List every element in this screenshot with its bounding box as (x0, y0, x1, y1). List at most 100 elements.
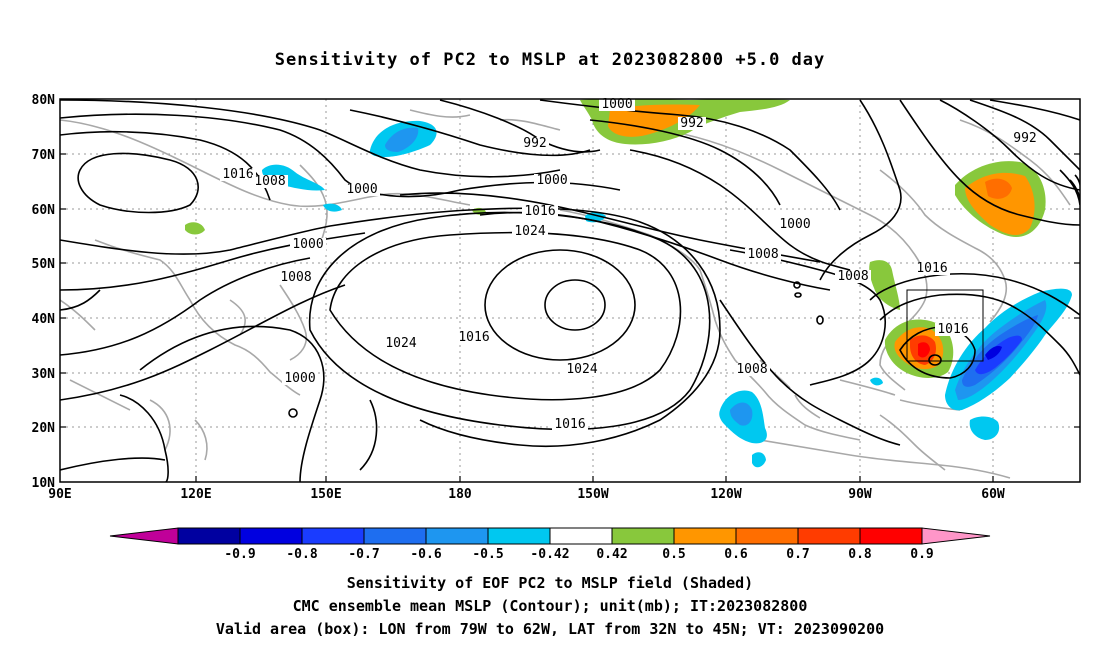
contour-label: 1008 (747, 247, 778, 262)
contour-label-bg (564, 363, 600, 376)
contour-label: 992 (1013, 131, 1036, 146)
colorbar-swatch (177, 527, 241, 545)
colorbar-label: 0.5 (662, 547, 685, 562)
contour-label-bg (344, 183, 380, 196)
contour-label: 1016 (554, 417, 585, 432)
lat-label: 50N (32, 257, 56, 272)
lon-label: 120W (710, 487, 741, 502)
contour-label-bg (552, 418, 588, 431)
contour-label-bg (599, 98, 635, 111)
lat-label: 40N (32, 312, 56, 327)
tick-marks (60, 153, 1080, 482)
contour-label: 1000 (292, 237, 323, 252)
contour-label: 1024 (566, 362, 597, 377)
caption-line-2: CMC ensemble mean MSLP (Contour); unit(m… (292, 597, 808, 615)
colorbar-swatch (549, 527, 613, 545)
colorbar-label: 0.7 (786, 547, 809, 562)
colorbar-label: 0.42 (596, 547, 627, 562)
contour-label: 1000 (536, 173, 567, 188)
valid-area-box (906, 289, 984, 362)
contour-label: 1008 (254, 174, 285, 189)
contour-label: 1016 (458, 330, 489, 345)
colorbar-swatch (735, 527, 799, 545)
colorbar-label: -0.8 (286, 547, 317, 562)
lon-label: 120E (180, 487, 211, 502)
contour-label: 1016 (524, 204, 555, 219)
lon-label: 90E (48, 487, 71, 502)
lon-label: 90W (848, 487, 872, 502)
latitude-labels: 80N 70N 60N 50N 40N 30N 20N 10N (32, 93, 56, 491)
contour-label-bg (383, 337, 419, 350)
contour-label: 1008 (837, 269, 868, 284)
contour-label: 1000 (601, 97, 632, 112)
contour-label-bg (252, 175, 288, 188)
caption-line-1: Sensitivity of EOF PC2 to MSLP field (Sh… (346, 574, 754, 592)
contour-label-bg (914, 262, 950, 275)
colorbar-label: -0.7 (348, 547, 379, 562)
longitude-labels: 90E 120E 150E 180 150W 120W 90W 60W (48, 487, 1005, 502)
colorbar-label: -0.42 (530, 547, 569, 562)
contour-label: 1016 (937, 322, 968, 337)
contour-label: 1008 (280, 270, 311, 285)
contour-label-bg (456, 331, 492, 344)
contour-label-bg (512, 225, 548, 238)
colorbar-label: -0.5 (472, 547, 503, 562)
lat-label: 20N (32, 421, 56, 436)
colorbar-swatch (797, 527, 861, 545)
contour-label-bg (220, 168, 256, 181)
lat-label: 80N (32, 93, 56, 108)
contour-label-bg (734, 363, 770, 376)
contour-label: 1000 (346, 182, 377, 197)
contour-label: 1000 (779, 217, 810, 232)
contour-label: 1000 (284, 371, 315, 386)
mslp-contours (60, 99, 1080, 482)
colorbar-label: -0.9 (224, 547, 255, 562)
contour-label: 1016 (916, 261, 947, 276)
colorbar-label: 0.6 (724, 547, 748, 562)
contour-label: 992 (523, 136, 546, 151)
lon-label: 150E (310, 487, 341, 502)
colorbar-label: 0.8 (848, 547, 872, 562)
contour-label-bg (522, 205, 558, 218)
colorbar-low-arrow (109, 527, 179, 545)
colorbar-swatch (487, 527, 551, 545)
contour-label: 992 (680, 116, 703, 131)
colorbar: -0.9 -0.8 -0.7 -0.6 -0.5 -0.42 0.42 0.5 0.6 0.7 0.… (109, 527, 991, 562)
colorbar-swatch (363, 527, 427, 545)
contour-label: 1008 (736, 362, 767, 377)
caption-line-3: Valid area (box): LON from 79W to 62W, L… (215, 620, 885, 638)
lat-label: 70N (32, 148, 56, 163)
contour-label: 1016 (222, 167, 253, 182)
colorbar-swatch (239, 527, 303, 545)
colorbar-label: 0.9 (910, 547, 933, 562)
contour-label-bg (777, 218, 813, 231)
contour-label-bg (678, 117, 706, 130)
colorbar-swatch (425, 527, 489, 545)
contour-label-bg (745, 248, 781, 261)
lat-label: 60N (32, 203, 56, 218)
lon-label: 180 (448, 487, 472, 502)
contour-label-bg (835, 270, 871, 283)
contour-label-bg (278, 271, 314, 284)
contour-label: 1024 (385, 336, 416, 351)
coastlines (60, 109, 1071, 479)
contour-label-bg (1011, 132, 1039, 145)
contour-label: 1024 (514, 224, 545, 239)
lat-label: 10N (32, 476, 56, 491)
contour-label-bg (290, 238, 326, 251)
colorbar-swatch (673, 527, 737, 545)
contour-label-bg (534, 174, 570, 187)
colorbar-label: -0.6 (410, 547, 441, 562)
contour-label-bg (521, 137, 549, 150)
lat-label: 30N (32, 367, 56, 382)
colorbar-swatch (859, 527, 923, 545)
colorbar-swatch (611, 527, 675, 545)
colorbar-swatch (301, 527, 365, 545)
colorbar-high-arrow (921, 527, 991, 545)
lon-label: 60W (981, 487, 1005, 502)
map-frame (59, 98, 1081, 483)
lon-label: 150W (577, 487, 608, 502)
contour-label-bg (935, 323, 971, 336)
